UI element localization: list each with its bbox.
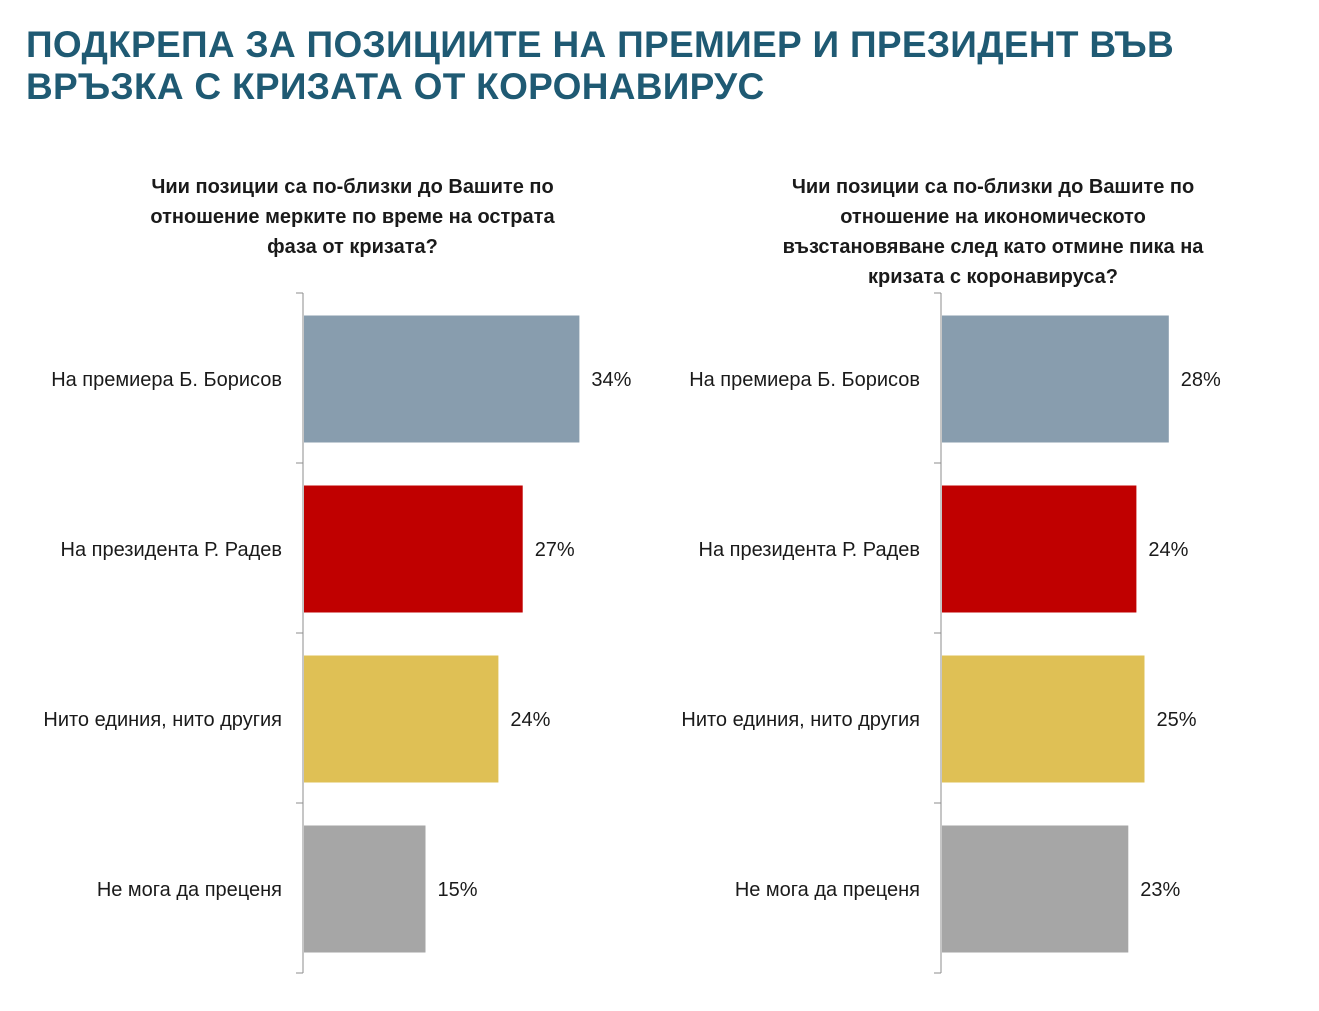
bar-cannot-judge [942, 825, 1129, 953]
bar-borisov [942, 315, 1169, 443]
bar-chart-acute-phase: На премиера Б. Борисов 34% На президента Р… [43, 292, 632, 974]
category-label-neither: Нито единия, нито другия [681, 709, 920, 731]
chart-title-economic-recovery: Чии позиции са по-близки до Вашите по от… [782, 176, 1204, 288]
bar-radev [942, 485, 1137, 613]
category-label-radev: На президента Р. Радев [699, 539, 920, 561]
category-label-cannot-judge: Не мога да преценя [735, 879, 920, 901]
value-label-cannot-judge: 23% [1140, 879, 1180, 901]
page-title: ПОДКРЕПА ЗА ПОЗИЦИИТЕ НА ПРЕМИЕР И ПРЕЗИ… [26, 24, 1175, 107]
bar-borisov [304, 315, 580, 443]
bar-neither [942, 655, 1145, 783]
category-label-cannot-judge: Не мога да преценя [97, 879, 282, 901]
chart-panel-economic-recovery: Чии позиции са по-близки до Вашите по от… [638, 0, 1278, 1011]
bar-chart-economic-recovery: На премиера Б. Борисов 28% На президента Р… [681, 292, 1221, 974]
category-label-borisov: На премиера Б. Борисов [51, 369, 282, 391]
value-label-borisov: 28% [1181, 369, 1221, 391]
category-label-neither: Нито единия, нито другия [43, 709, 282, 731]
chart-title-acute-phase: Чии позиции са по-близки до Вашите по от… [150, 176, 555, 258]
value-label-radev: 27% [535, 539, 575, 561]
chart-panel-acute-phase: Чии позиции са по-близки до Вашите по от… [0, 0, 640, 1011]
value-label-borisov: 34% [591, 369, 631, 391]
category-label-radev: На президента Р. Радев [61, 539, 282, 561]
value-label-neither: 25% [1157, 709, 1197, 731]
value-label-cannot-judge: 15% [438, 879, 478, 901]
bar-cannot-judge [304, 825, 426, 953]
bar-radev [304, 485, 523, 613]
bar-neither [304, 655, 499, 783]
value-label-neither: 24% [510, 709, 550, 731]
value-label-radev: 24% [1148, 539, 1188, 561]
category-label-borisov: На премиера Б. Борисов [689, 369, 920, 391]
